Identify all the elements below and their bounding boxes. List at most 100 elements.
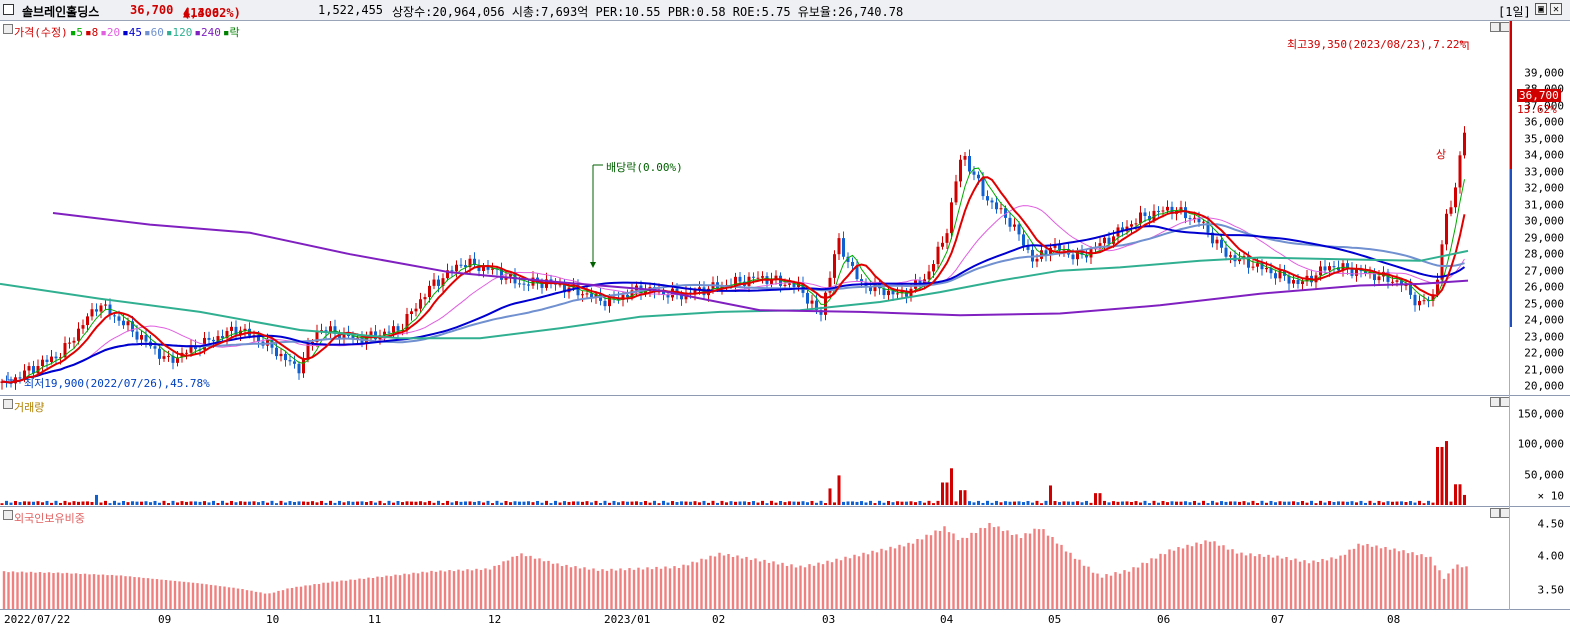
candle <box>761 276 764 278</box>
volume-bar <box>576 501 580 505</box>
foreign-ownership-bar <box>1213 541 1216 609</box>
volume-bar <box>86 501 89 505</box>
candle <box>108 304 112 316</box>
ma120-line <box>0 249 1469 340</box>
candle <box>788 283 791 285</box>
foreign-ownership-bar <box>1186 544 1189 609</box>
candle <box>1143 212 1147 216</box>
x-tick-label: 10 <box>266 613 280 626</box>
period-selector[interactable]: [1일] <box>1498 5 1531 19</box>
candle <box>1197 217 1201 223</box>
volume-bar <box>1112 501 1115 505</box>
foreign-ownership-bar <box>1388 549 1392 609</box>
foreign-ownership-bar <box>1361 545 1365 609</box>
volume-bar <box>1188 502 1192 505</box>
volume-bar <box>509 502 512 505</box>
foreign-ownership-bar <box>61 573 64 609</box>
candle <box>1436 279 1439 295</box>
foreign-ownership-bar <box>1456 564 1459 609</box>
maximize-button[interactable]: ▣ <box>1535 3 1547 15</box>
foreign-ownership-bar <box>11 571 15 609</box>
foreign-ownership-bar <box>718 552 721 609</box>
volume-bar <box>441 502 445 505</box>
candle <box>738 276 742 282</box>
volume-y-axis: 150,000 100,000 50,000 × 10 <box>1509 396 1570 507</box>
foreign-ownership-bar <box>299 586 303 609</box>
panel-minimize-icon[interactable] <box>1490 508 1500 518</box>
foreign-ownership-bar <box>1195 542 1198 609</box>
candle <box>207 337 211 340</box>
candle <box>1247 256 1250 268</box>
candle <box>828 277 832 293</box>
volume-bar <box>225 502 229 505</box>
candle <box>189 345 193 353</box>
foreign-ownership-bar <box>934 530 937 609</box>
candle <box>491 268 494 270</box>
volume-bar <box>477 501 481 505</box>
foreign-ownership-bar <box>767 562 771 609</box>
candle <box>846 256 850 262</box>
range-bar-up <box>1510 21 1512 169</box>
volume-bar <box>761 500 764 505</box>
volume-bar <box>41 502 44 505</box>
price-legend: 가격(수정) ▪5 ▪8 ▪20 ▪45 ▪60 ▪120 ▪240 ▪락 <box>14 24 242 40</box>
candle <box>1139 212 1142 224</box>
foreign-ownership-bar <box>524 556 528 609</box>
foreign-ownership-bar <box>196 583 199 609</box>
chart-canvas[interactable] <box>0 0 1509 629</box>
foreign-ownership-bar <box>259 592 262 609</box>
volume-bar <box>207 502 211 505</box>
volume-bar <box>770 500 773 505</box>
candle <box>135 331 139 340</box>
foreign-ownership-bar <box>475 568 478 609</box>
volume-bar <box>320 500 323 505</box>
candle <box>1013 224 1016 227</box>
legend-item: ▪120 <box>165 26 193 39</box>
foreign-ownership-bar <box>1240 552 1243 609</box>
volume-bar <box>1017 501 1021 505</box>
volume-bar <box>333 502 337 505</box>
candle <box>140 335 143 340</box>
panel-menu-icon[interactable] <box>3 510 13 520</box>
foreign-ownership-bar <box>1181 548 1185 609</box>
candle <box>1400 280 1403 286</box>
candle <box>468 258 472 268</box>
foreign-ownership-bar <box>1208 541 1212 609</box>
up-arrow-icon: ▲ <box>183 6 191 20</box>
candle <box>1256 263 1259 267</box>
volume-bar <box>158 502 161 505</box>
foreign-ownership-bar <box>92 574 96 609</box>
volume-bar <box>1463 494 1466 505</box>
panel-minimize-icon[interactable] <box>1490 397 1500 407</box>
volume-bar <box>896 501 899 505</box>
foreign-ownership-bar <box>367 577 370 609</box>
candle <box>1134 223 1138 225</box>
foreign-ownership-bar <box>614 570 618 609</box>
close-button[interactable]: ✕ <box>1550 3 1562 15</box>
foreign-ownership-bar <box>839 560 843 609</box>
volume-bar <box>626 501 629 505</box>
volume-bar <box>171 500 175 505</box>
candle <box>1238 258 1241 262</box>
foreign-ownership-bar <box>1222 545 1225 609</box>
foreign-ownership-bar <box>1226 549 1230 609</box>
foreign-ownership-bar <box>1357 543 1360 609</box>
volume-bar <box>1413 502 1417 505</box>
volume-bar <box>1058 502 1061 505</box>
volume-bar <box>954 501 958 505</box>
panel-minimize-icon[interactable] <box>1490 22 1500 32</box>
candle <box>432 279 436 286</box>
foreign-ownership-bar <box>1375 545 1378 609</box>
volume-bar <box>351 501 355 505</box>
select-checkbox[interactable] <box>3 4 14 15</box>
volume-bar <box>747 501 751 505</box>
volume-bar <box>1121 501 1124 505</box>
candle <box>1319 266 1322 276</box>
volume-bar <box>1026 501 1030 505</box>
panel-menu-icon[interactable] <box>3 24 13 34</box>
volume-bar <box>32 501 35 505</box>
volume-bar <box>1116 501 1120 505</box>
volume-bar <box>527 501 530 505</box>
panel-menu-icon[interactable] <box>3 399 13 409</box>
foreign-ownership-bar <box>1406 553 1410 609</box>
